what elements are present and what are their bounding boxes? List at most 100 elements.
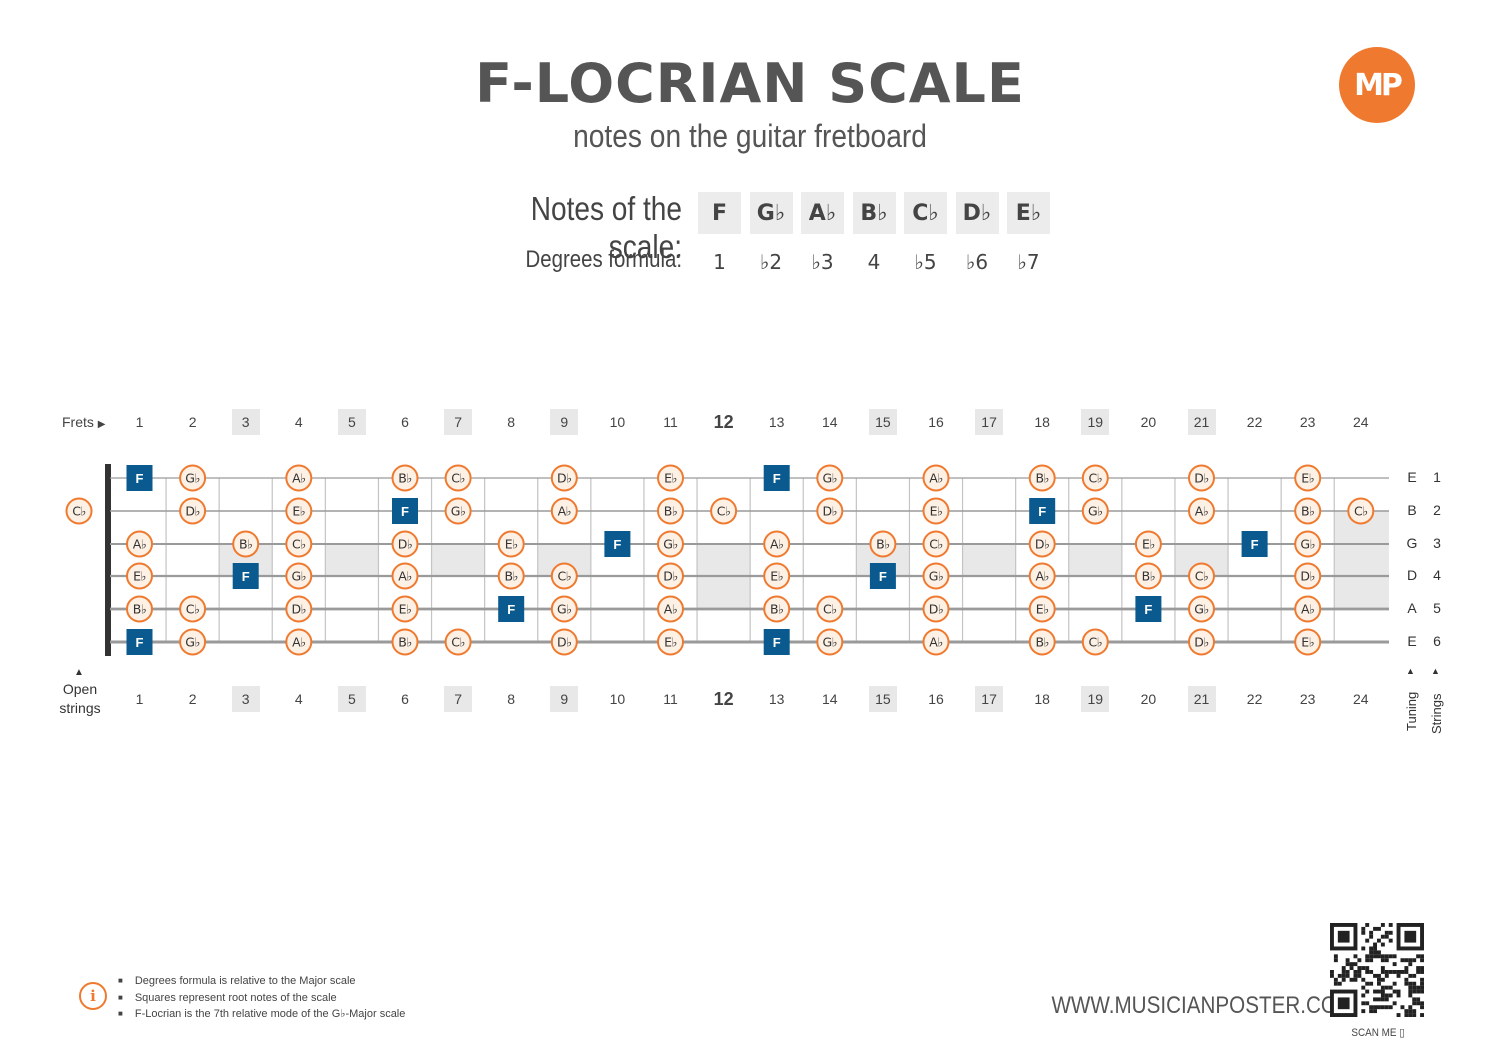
string-tuning-label: D	[1406, 567, 1418, 583]
note-label: A♭	[1195, 504, 1208, 519]
qr-module	[1412, 1009, 1417, 1014]
scale-note	[1294, 628, 1322, 656]
qr-module	[1400, 1005, 1405, 1010]
qr-module	[1416, 985, 1421, 990]
scale-note	[1188, 562, 1215, 590]
open-arrow-icon: ▲	[74, 667, 84, 678]
qr-module	[1373, 1009, 1377, 1014]
qr-module	[1388, 993, 1393, 998]
qr-module	[1408, 993, 1413, 998]
fret-number: 20	[1140, 691, 1157, 707]
note-label: G♭	[1194, 602, 1209, 617]
note-label: A♭	[292, 635, 305, 650]
qr-module	[1380, 942, 1385, 947]
qr-module	[1392, 981, 1397, 986]
qr-module	[1380, 993, 1385, 998]
scale-note	[285, 530, 313, 558]
qr-module	[1369, 970, 1374, 974]
qr-module	[1420, 970, 1424, 974]
qr-module	[1380, 966, 1385, 970]
note-label: D♭	[823, 504, 838, 519]
scale-note	[179, 628, 207, 656]
note-label: C♭	[451, 471, 465, 486]
qr-module	[1365, 938, 1370, 943]
qr-module	[1361, 993, 1366, 998]
scale-note	[1294, 497, 1322, 525]
note-label: E♭	[505, 537, 518, 552]
fret-number: 3	[231, 686, 260, 712]
fret-number: 5	[337, 409, 366, 435]
scale-degree: ♭3	[811, 250, 834, 274]
scale-note	[710, 497, 738, 525]
note-label: E♭	[1301, 635, 1314, 650]
note-label: C♭	[557, 569, 571, 584]
note-label: C♭	[292, 537, 306, 552]
note-label: G♭	[451, 504, 466, 519]
string-tuning-label: E	[1407, 469, 1417, 485]
qr-module	[1380, 977, 1385, 982]
qr-module	[1416, 989, 1421, 994]
scale-note	[1188, 497, 1215, 525]
qr-module	[1380, 934, 1385, 939]
scale-note	[232, 530, 260, 558]
qr-module	[1333, 958, 1338, 963]
scale-note	[391, 628, 419, 656]
website-link[interactable]: WWW.MUSICIANPOSTER.COM	[1051, 992, 1355, 1019]
scale-note	[1294, 464, 1322, 492]
note-label: B♭	[1142, 569, 1155, 584]
string-number-label: 5	[1433, 600, 1441, 616]
fret-number: 10	[609, 691, 626, 707]
fret-marker-shade	[431, 544, 485, 576]
scale-note-box: D♭	[955, 192, 999, 234]
root-note-square	[126, 465, 153, 491]
note-label: A♭	[664, 602, 677, 617]
note-label: A♭	[929, 635, 942, 650]
scale-degree: ♭6	[965, 250, 989, 274]
scale-note	[550, 595, 578, 623]
scale-note	[1188, 595, 1215, 623]
fret-number: 11	[663, 414, 678, 430]
qr-module	[1369, 930, 1374, 935]
qr-module	[1349, 977, 1354, 982]
note-label: F	[879, 569, 887, 584]
scale-note	[126, 562, 153, 590]
fret-number: 6	[401, 414, 409, 430]
scale-note	[285, 464, 313, 492]
qr-module	[1373, 1005, 1377, 1010]
fret-number: 16	[928, 414, 944, 430]
qr-module	[1384, 997, 1389, 1002]
scale-note-box: F	[698, 192, 741, 234]
qr-module	[1353, 973, 1358, 978]
scale-note	[657, 595, 684, 623]
qr-module	[1388, 1005, 1393, 1010]
qr-finder	[1404, 930, 1417, 943]
qr-module	[1388, 970, 1393, 974]
qr-module	[1420, 1005, 1424, 1010]
scale-note	[657, 628, 684, 656]
string-tuning-label: G	[1406, 535, 1418, 551]
string-tuning-label: E	[1407, 633, 1417, 649]
fret-number: 8	[507, 691, 516, 707]
qr-module	[1380, 997, 1385, 1002]
scale-note	[391, 595, 419, 623]
qr-module	[1361, 966, 1366, 970]
qr-module	[1361, 930, 1366, 935]
qr-module	[1345, 973, 1350, 978]
qr-module	[1416, 997, 1421, 1002]
scale-degree: 4	[867, 250, 881, 274]
qr-module	[1384, 970, 1389, 974]
qr-code-icon[interactable]	[1329, 923, 1425, 1017]
scale-note-box: C♭	[904, 192, 947, 234]
qr-module	[1404, 966, 1409, 970]
qr-module	[1341, 973, 1346, 978]
qr-module	[1369, 946, 1374, 951]
note-label: C♭	[1195, 569, 1209, 584]
note-label: E♭	[133, 569, 146, 584]
qr-module	[1345, 970, 1350, 974]
scale-note	[657, 497, 684, 525]
string-number-label: 2	[1433, 502, 1441, 518]
qr-module	[1361, 1009, 1366, 1014]
fret-number: 4	[294, 414, 303, 430]
qr-module	[1388, 938, 1393, 943]
scale-note	[657, 530, 684, 558]
